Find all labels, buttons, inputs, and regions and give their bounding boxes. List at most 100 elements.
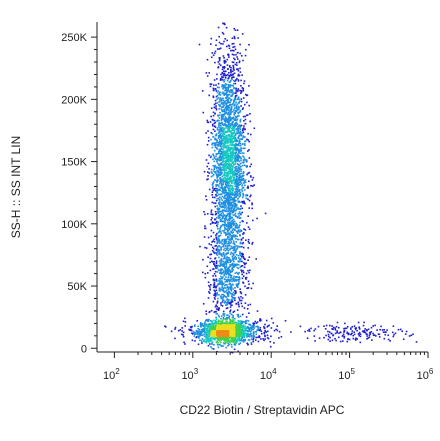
event-dot xyxy=(233,76,235,78)
event-dot xyxy=(209,286,211,288)
event-dot xyxy=(224,167,226,170)
event-dot xyxy=(206,339,208,342)
event-dot xyxy=(242,255,245,258)
event-dot xyxy=(238,175,241,178)
event-dot xyxy=(229,318,231,320)
event-dot xyxy=(220,108,223,110)
event-dot xyxy=(207,326,209,328)
event-dot xyxy=(266,334,269,337)
event-dot xyxy=(227,221,229,223)
event-dot xyxy=(225,169,228,172)
event-dot xyxy=(225,74,228,77)
event-dot xyxy=(247,287,249,289)
event-dot xyxy=(245,329,247,331)
event-dot xyxy=(223,209,225,211)
event-dot xyxy=(229,227,231,230)
event-dot xyxy=(308,330,311,332)
event-dot xyxy=(248,242,251,244)
event-dot xyxy=(222,150,225,152)
event-dot xyxy=(228,315,231,317)
event-dot xyxy=(229,135,231,138)
event-dot xyxy=(240,150,243,152)
event-dot xyxy=(230,338,233,340)
event-dot xyxy=(238,132,240,134)
event-dot xyxy=(216,141,218,144)
event-dot xyxy=(214,99,217,102)
event-dot xyxy=(237,313,239,316)
event-dot xyxy=(228,191,230,193)
event-dot xyxy=(225,84,227,86)
event-dot xyxy=(226,173,229,176)
event-dot xyxy=(257,340,260,343)
event-dot xyxy=(245,48,247,51)
event-dot xyxy=(204,339,206,341)
event-dot xyxy=(211,342,213,344)
event-dot xyxy=(238,327,240,329)
event-dot xyxy=(242,324,245,326)
event-dot xyxy=(241,196,244,199)
event-dot xyxy=(247,335,250,338)
event-dot xyxy=(215,190,217,192)
event-dot xyxy=(235,340,238,342)
event-dot xyxy=(380,325,382,328)
event-dot xyxy=(209,253,211,256)
event-dot xyxy=(355,327,357,329)
event-dot xyxy=(223,86,226,89)
event-dot xyxy=(241,190,244,192)
event-dot xyxy=(245,327,248,330)
event-dot xyxy=(347,332,350,335)
event-dot xyxy=(233,207,235,210)
event-dot xyxy=(212,251,215,253)
event-dot xyxy=(218,250,220,252)
event-dot xyxy=(199,334,201,336)
event-dot xyxy=(218,188,221,191)
event-dot xyxy=(224,194,227,197)
event-dot xyxy=(228,178,230,181)
event-dot xyxy=(231,232,234,234)
event-dot xyxy=(235,175,238,178)
event-dot xyxy=(220,271,222,274)
event-dot xyxy=(220,270,222,272)
event-dot xyxy=(212,111,215,114)
event-dot xyxy=(240,269,242,271)
event-dot xyxy=(232,92,235,94)
event-dot xyxy=(216,328,219,330)
event-dot xyxy=(389,340,391,342)
event-dot xyxy=(224,203,227,205)
event-dot xyxy=(241,254,244,256)
event-dot xyxy=(238,329,240,331)
event-dot xyxy=(237,272,239,275)
event-dot xyxy=(223,238,225,241)
event-dot xyxy=(227,336,229,339)
event-dot xyxy=(209,324,212,326)
event-dot xyxy=(343,327,345,330)
event-dot xyxy=(227,259,229,261)
event-dot xyxy=(204,276,207,279)
event-dot xyxy=(231,179,234,182)
event-dot xyxy=(227,87,229,90)
event-dot xyxy=(222,289,225,292)
event-dot xyxy=(215,105,217,107)
event-dot xyxy=(239,260,242,263)
event-dot xyxy=(216,248,219,251)
event-dot xyxy=(216,144,219,146)
event-dot xyxy=(224,244,227,247)
event-dot xyxy=(233,35,236,38)
event-dot xyxy=(228,225,231,227)
event-dot xyxy=(227,156,229,159)
event-dot xyxy=(227,329,230,331)
event-dot xyxy=(226,107,229,110)
event-dot xyxy=(234,137,236,139)
event-dot xyxy=(231,199,234,201)
event-dot xyxy=(230,287,232,290)
event-dot xyxy=(252,282,254,285)
event-dot xyxy=(252,219,254,222)
event-dot xyxy=(237,80,240,82)
event-dot xyxy=(237,245,239,248)
event-dot xyxy=(207,340,209,342)
event-dot xyxy=(220,130,222,132)
event-dot xyxy=(208,188,211,191)
event-dot xyxy=(217,170,219,172)
event-dot xyxy=(230,286,232,288)
event-dot xyxy=(225,99,228,102)
